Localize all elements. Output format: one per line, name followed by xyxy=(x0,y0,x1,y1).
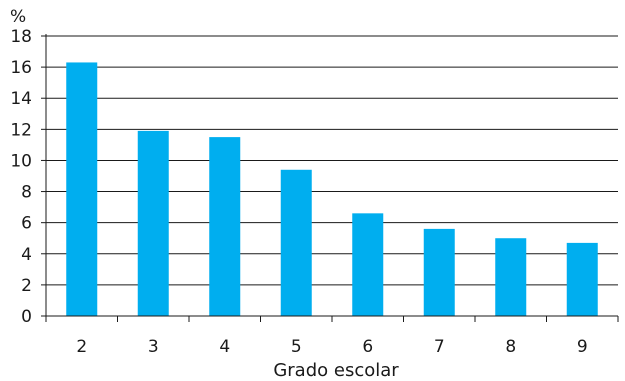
bar-3 xyxy=(137,130,169,316)
gridlines xyxy=(46,35,618,286)
y-tick-label: 12 xyxy=(10,120,32,140)
bar-5 xyxy=(280,169,312,316)
x-tick-label: 3 xyxy=(148,337,159,357)
bar-9 xyxy=(566,242,598,316)
bars xyxy=(66,62,598,316)
x-axis-label: Grado escolar xyxy=(273,360,399,381)
x-tick-label: 5 xyxy=(291,337,302,357)
y-tick-label: 18 xyxy=(10,27,32,47)
bar-7 xyxy=(423,228,455,316)
x-tick-label: 7 xyxy=(434,337,445,357)
y-tick-label: 16 xyxy=(10,58,32,78)
x-tick-label: 4 xyxy=(219,337,230,357)
y-tick-label: 0 xyxy=(21,307,32,327)
y-tick-label: 10 xyxy=(10,151,32,171)
y-tick-label: 2 xyxy=(21,276,32,296)
x-tick-labels: 2 3 4 5 6 7 8 9 xyxy=(76,337,587,357)
y-tick-label: 8 xyxy=(21,183,32,203)
bar-2 xyxy=(66,62,98,316)
x-tick-label: 2 xyxy=(76,337,87,357)
y-tick-label: 4 xyxy=(21,245,32,265)
x-tick-label: 9 xyxy=(577,337,588,357)
y-tick-label: 6 xyxy=(21,214,32,234)
x-tick-label: 8 xyxy=(505,337,516,357)
y-tick-label: 14 xyxy=(10,89,32,109)
bar-4 xyxy=(209,137,241,316)
bar-6 xyxy=(352,213,384,316)
y-axis-label: % xyxy=(10,7,26,27)
bar-8 xyxy=(495,238,527,316)
axes xyxy=(41,34,619,322)
y-tick-labels: 0 2 4 6 8 10 12 14 16 18 xyxy=(10,27,32,327)
x-tick-label: 6 xyxy=(362,337,373,357)
